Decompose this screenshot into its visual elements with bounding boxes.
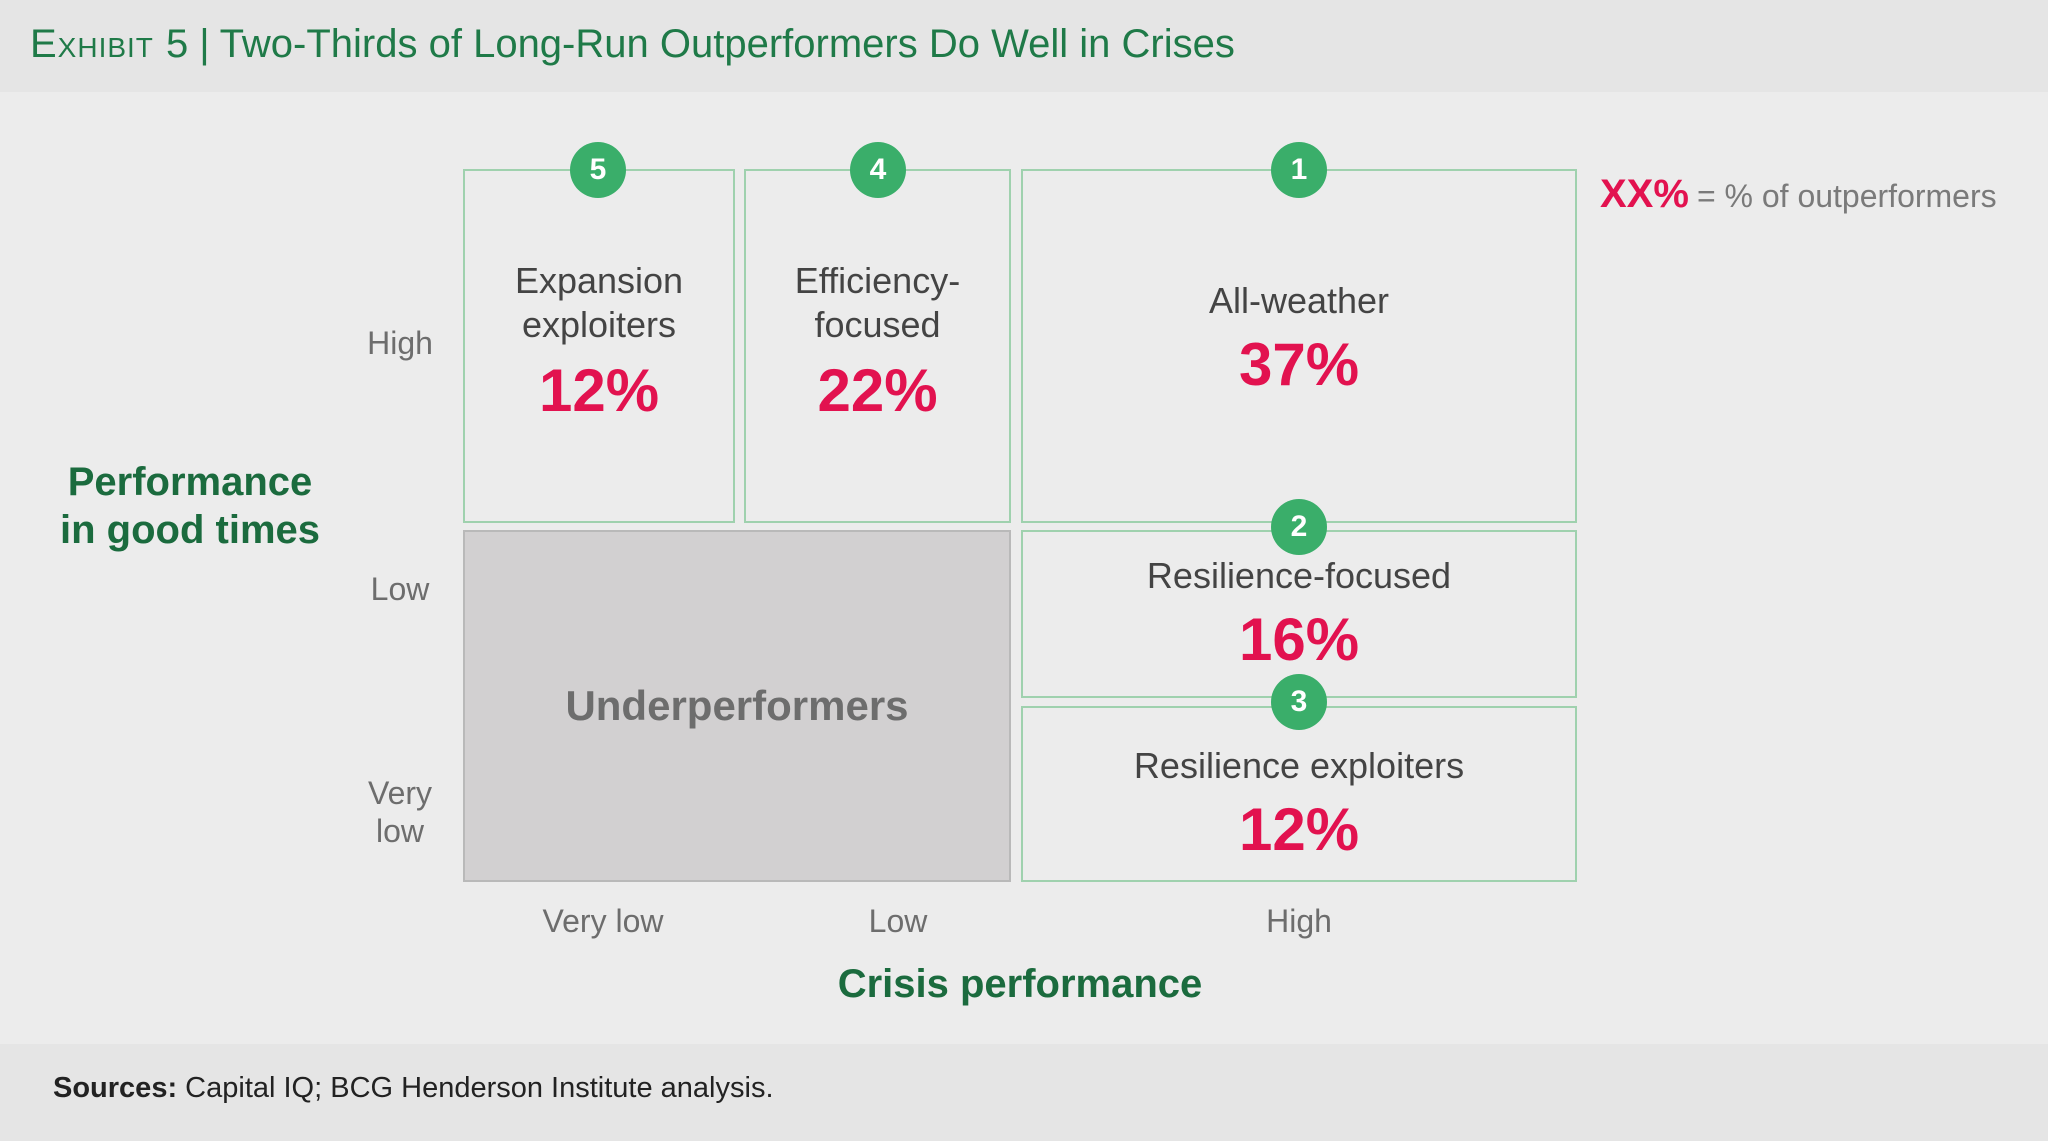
- cell-resilience-focused: Resilience-focused 16%: [1021, 530, 1577, 698]
- x-tick-low: Low: [868, 903, 928, 939]
- cell-allweather-value: 37%: [1238, 331, 1360, 398]
- y-tick-high: High: [367, 325, 433, 361]
- y-axis-title: Performance in good times: [30, 458, 350, 554]
- cell-resilience-exploiters: Resilience exploiters 12%: [1021, 706, 1577, 882]
- sources-label: Sources:: [53, 1072, 178, 1104]
- matrix-canvas: XX% = % of outperformers Performance in g…: [0, 92, 2048, 1044]
- y-tick-low: Low: [370, 571, 430, 607]
- badge-2: 2: [1271, 499, 1327, 555]
- x-axis-title: Crisis performance: [837, 962, 1203, 1006]
- cell-resilience-focused-value: 16%: [1238, 606, 1360, 673]
- y-tick-very-low: Very low: [340, 774, 460, 850]
- cell-allweather-label: All-weather: [1208, 280, 1390, 321]
- cell-efficiency-label: Efficiency- focused: [746, 259, 1009, 347]
- badge-4: 4: [850, 142, 906, 198]
- cell-resilience-focused-label: Resilience-focused: [1146, 555, 1452, 596]
- legend-key: XX%: [1600, 172, 1689, 216]
- exhibit-title: Exhibit 5 | Two-Thirds of Long-Run Outperf…: [30, 22, 1235, 67]
- cell-efficiency-value: 22%: [817, 357, 938, 424]
- cell-expansion-value: 12%: [538, 357, 660, 424]
- x-tick-very-low: Very low: [542, 903, 664, 939]
- cell-resilience-exploiters-label: Resilience exploiters: [1133, 745, 1465, 786]
- title-text: Two-Thirds of Long-Run Outperformers Do …: [219, 22, 1235, 66]
- cell-underperformers-label: Underperformers: [565, 682, 909, 729]
- cell-expansion-label: Expansion exploiters: [465, 259, 733, 347]
- y-tick-very-low-line2: low: [375, 813, 424, 849]
- cell-expansion-exploiters: Expansion exploiters 12%: [463, 169, 735, 523]
- sources-note: Sources: Capital IQ; BCG Henderson Insti…: [53, 1072, 774, 1105]
- cell-all-weather: All-weather 37%: [1021, 169, 1577, 523]
- y-tick-very-low-line1: Very: [367, 775, 433, 811]
- badge-1: 1: [1271, 142, 1327, 198]
- exhibit-number: Exhibit 5: [30, 22, 190, 66]
- y-axis-title-line2: in good times: [60, 508, 320, 552]
- cell-efficiency-focused: Efficiency- focused 22%: [744, 169, 1011, 523]
- cell-efficiency-label-line2: focused: [814, 304, 941, 345]
- header: Exhibit 5 | Two-Thirds of Long-Run Outperf…: [0, 0, 2048, 92]
- y-axis-title-line1: Performance: [67, 460, 313, 504]
- badge-5: 5: [570, 142, 626, 198]
- footer: Sources: Capital IQ; BCG Henderson Insti…: [0, 1044, 2048, 1141]
- title-separator: |: [199, 22, 210, 66]
- badge-3: 3: [1271, 674, 1327, 730]
- legend-description: = % of outperformers: [1696, 178, 1997, 214]
- cell-expansion-label-line1: Expansion: [514, 260, 684, 301]
- cell-efficiency-label-line1: Efficiency-: [794, 260, 961, 301]
- cell-expansion-label-line2: exploiters: [521, 304, 677, 345]
- legend: XX% = % of outperformers: [1600, 172, 1997, 217]
- cell-resilience-exploiters-value: 12%: [1238, 796, 1360, 863]
- x-tick-high: High: [1266, 903, 1332, 939]
- sources-text: Capital IQ; BCG Henderson Institute anal…: [185, 1072, 774, 1104]
- cell-underperformers: Underperformers: [463, 530, 1011, 882]
